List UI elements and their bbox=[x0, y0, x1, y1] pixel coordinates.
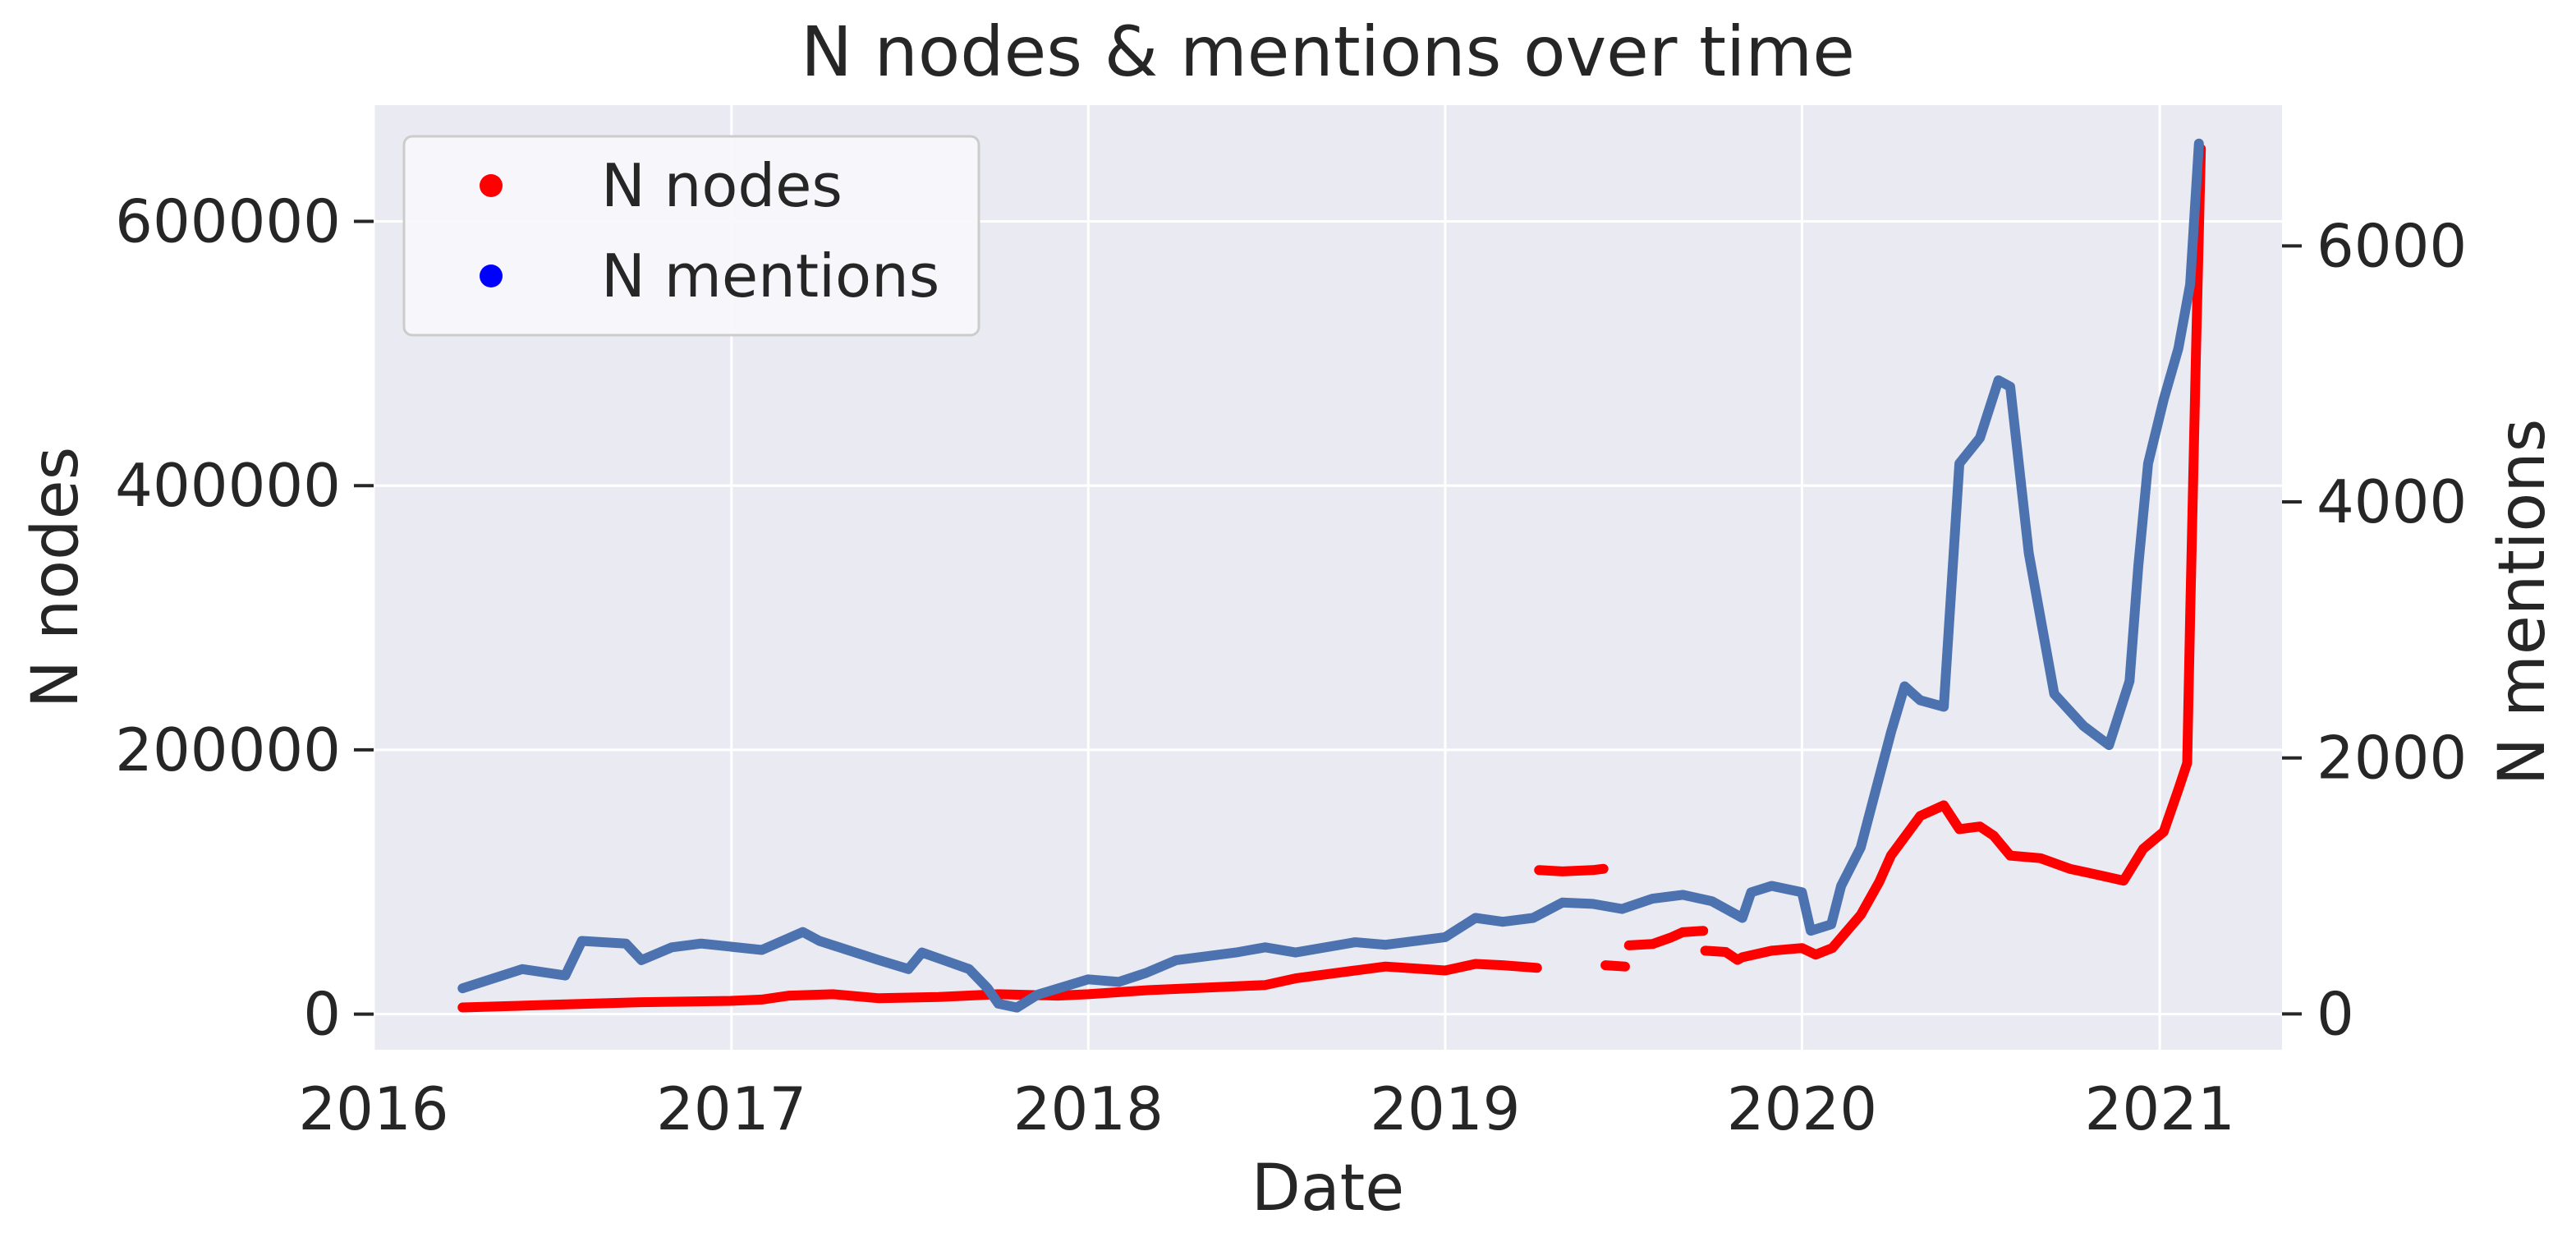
y-left-tick-label: 0 bbox=[303, 980, 341, 1049]
series-segment bbox=[1600, 960, 1630, 972]
x-tick-label: 2017 bbox=[656, 1074, 806, 1143]
y-right-axis-label: N mentions bbox=[2486, 419, 2560, 786]
x-tick-label: 2020 bbox=[1727, 1074, 1877, 1143]
x-axis-ticks: 2016 2017 2018 2019 2020 2021 bbox=[298, 1074, 2234, 1143]
series-segment bbox=[1534, 863, 1609, 876]
series-segment bbox=[1700, 144, 2206, 965]
y-right-axis-ticks: 0 2000 4000 6000 bbox=[2282, 211, 2467, 1048]
y-left-axis-ticks: 0 200000 400000 600000 bbox=[115, 187, 374, 1049]
legend-box bbox=[402, 135, 980, 337]
y-right-tick-label: 2000 bbox=[2317, 724, 2467, 793]
y-left-tick-label: 600000 bbox=[115, 187, 341, 256]
y-right-tick-label: 4000 bbox=[2317, 467, 2467, 536]
legend-marker-n-nodes bbox=[480, 174, 503, 197]
x-tick-label: 2016 bbox=[298, 1074, 448, 1143]
series-n-mentions bbox=[457, 138, 2204, 1013]
series-segment bbox=[457, 138, 2204, 1013]
legend: N nodes N mentions bbox=[402, 135, 980, 337]
legend-label-n-nodes: N nodes bbox=[601, 151, 843, 220]
y-right-tick-label: 6000 bbox=[2317, 211, 2467, 280]
y-right-tick-label: 0 bbox=[2317, 979, 2354, 1048]
chart-title: N nodes & mentions over time bbox=[801, 11, 1855, 92]
y-left-tick-label: 400000 bbox=[115, 451, 341, 520]
x-axis-label: Date bbox=[1251, 1152, 1404, 1226]
y-left-axis-label: N nodes bbox=[19, 447, 93, 708]
series-n-nodes bbox=[457, 144, 2206, 1013]
y-left-tick-label: 200000 bbox=[115, 715, 341, 784]
x-tick-label: 2021 bbox=[2085, 1074, 2235, 1143]
x-tick-label: 2018 bbox=[1013, 1074, 1164, 1143]
legend-marker-n-mentions bbox=[480, 264, 503, 287]
x-tick-label: 2019 bbox=[1370, 1074, 1520, 1143]
legend-label-n-mentions: N mentions bbox=[601, 241, 939, 310]
series-segment bbox=[457, 959, 1542, 1013]
series-segment bbox=[1623, 926, 1709, 950]
grid-lines bbox=[372, 105, 2282, 1050]
